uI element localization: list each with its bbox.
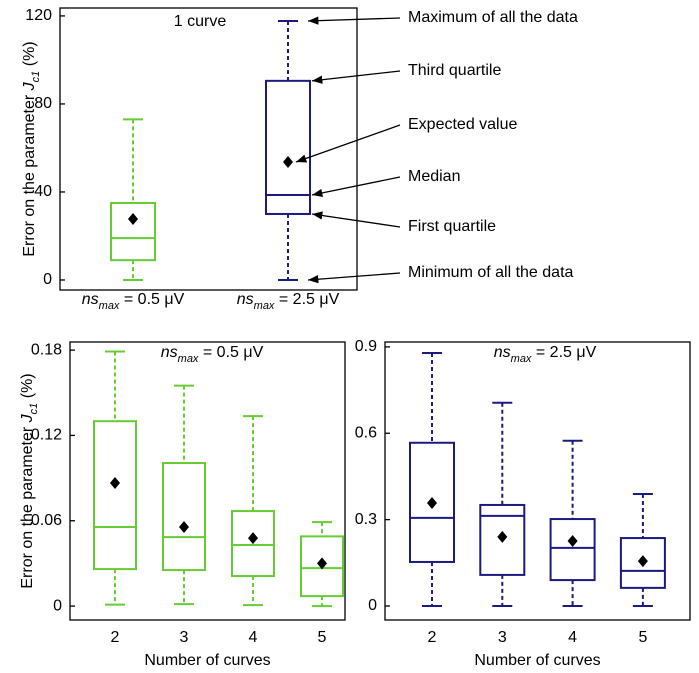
y-tick-label: 0.3 [355, 511, 377, 528]
box [300, 535, 344, 598]
x-tick-label: 4 [249, 629, 258, 646]
mean-marker [427, 496, 437, 509]
plot-frame [69, 341, 346, 621]
annotation: Maximum of all the data [408, 9, 578, 26]
x-axis-label: Number of curves [474, 652, 600, 669]
plot-frame [384, 341, 691, 621]
arrow [295, 124, 401, 163]
mean-marker [110, 477, 120, 490]
y-tick-label: 0.9 [355, 338, 377, 355]
box [265, 79, 311, 215]
x-tick-label: 5 [638, 629, 647, 646]
y-axis-label-part: Error on the parameter [21, 90, 38, 256]
chart-title-part: max [511, 353, 532, 365]
mean-marker [497, 530, 508, 543]
mean-marker [637, 555, 648, 568]
x-tick-label: 2 [428, 629, 437, 646]
annotation: Expected value [408, 116, 518, 133]
box [110, 201, 156, 262]
y-tick-label: 80 [34, 95, 52, 112]
y-axis-label-part: (%) [19, 373, 36, 402]
box [231, 510, 275, 578]
arrow [307, 16, 401, 25]
y-tick-label: 0 [43, 271, 52, 288]
x-tick-label: 5 [318, 629, 327, 646]
chart-title: nsmax = 0.5 μV [161, 344, 264, 365]
x-tick-label: nsmax = 2.5 μV [237, 291, 340, 312]
x-tick-label-part: = 0.5 μV [119, 291, 184, 308]
x-tick-label: 3 [180, 629, 189, 646]
y-axis-label-part: (%) [21, 41, 38, 70]
mean-marker [283, 156, 293, 169]
x-tick-label-part: ns [82, 291, 99, 308]
chart-title: 1 curve [174, 13, 227, 30]
mean-marker [128, 213, 138, 226]
plot-frame [59, 7, 358, 291]
chart-title: nsmax = 2.5 μV [494, 344, 597, 365]
y-axis-label-part: J [19, 413, 36, 423]
box [479, 503, 526, 576]
x-tick-label-part: max [254, 300, 275, 312]
y-tick-label: 120 [25, 7, 52, 24]
mean-marker [567, 534, 578, 547]
y-axis-label-part: Error on the parameter [19, 422, 36, 588]
y-axis-label-part: c1 [28, 403, 40, 415]
x-tick-label-part: ns [237, 291, 254, 308]
arrow [311, 176, 401, 198]
x-axis-label: Number of curves [144, 652, 270, 669]
y-tick-label: 0.12 [31, 427, 62, 444]
y-axis-label-part: J [21, 81, 38, 91]
chart-title-part: = 0.5 μV [198, 344, 263, 361]
y-tick-label: 0 [53, 597, 62, 614]
annotation: Median [408, 168, 460, 185]
y-tick-label: 0.06 [31, 512, 62, 529]
x-tick-label: 2 [111, 629, 120, 646]
y-tick-label: 0.18 [31, 341, 62, 358]
y-axis-label: Error on the parameter Jc1 (%) [21, 41, 42, 256]
y-tick-label: 0 [368, 597, 377, 614]
arrow [307, 272, 401, 284]
box [93, 420, 137, 571]
mean-marker [248, 532, 258, 545]
box [549, 518, 596, 582]
mean-marker [317, 557, 327, 570]
mean-marker [179, 521, 189, 534]
chart-title-part: ns [494, 344, 511, 361]
chart-title-part: ns [161, 344, 178, 361]
annotation: Minimum of all the data [408, 264, 574, 281]
box [409, 441, 455, 563]
y-tick-label: 0.6 [355, 424, 377, 441]
chart-title-part: = 2.5 μV [531, 344, 596, 361]
annotation: Third quartile [408, 62, 501, 79]
y-tick-label: 40 [34, 183, 52, 200]
arrow [311, 70, 401, 84]
x-tick-label: 3 [498, 629, 507, 646]
annotation: First quartile [408, 218, 496, 235]
arrow [311, 211, 401, 228]
y-axis-label-part: c1 [30, 71, 42, 83]
box [619, 537, 666, 589]
x-tick-label: nsmax = 0.5 μV [82, 291, 185, 312]
box [162, 462, 206, 572]
x-tick-label-part: max [99, 300, 120, 312]
y-axis-label: Error on the parameter Jc1 (%) [19, 373, 40, 588]
chart-title-part: max [178, 353, 199, 365]
x-tick-label: 4 [568, 629, 577, 646]
x-tick-label-part: = 2.5 μV [274, 291, 339, 308]
